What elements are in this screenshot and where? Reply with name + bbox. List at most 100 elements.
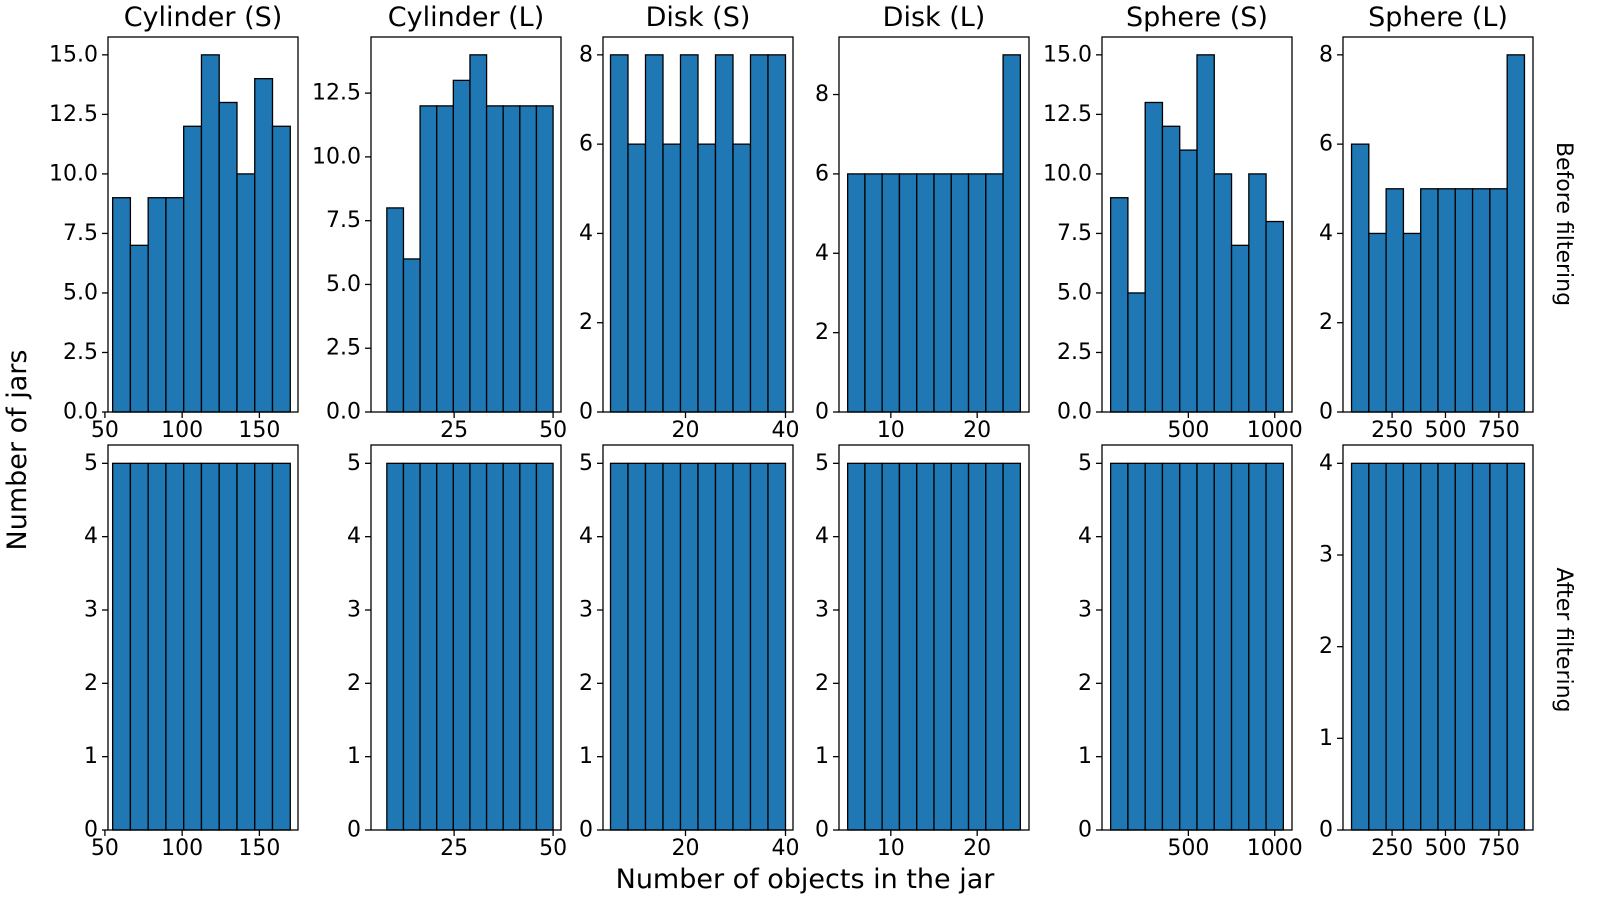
cylinder-l-before-filtering-panel: 0.0 2.5 5.0 7.5 10.0 12.5 25 50 Cylinder (L) xyxy=(312,2,567,443)
sphere-s-after-filtering-ytick-label-3: 3 xyxy=(1078,598,1092,623)
sphere-s-after-filtering-ytick-label-2: 2 xyxy=(1078,671,1092,696)
disk-s-after-filtering-bar-9 xyxy=(749,462,769,831)
cylinder-s-before-filtering-bar-10 xyxy=(271,125,291,413)
cylinder-s-before-filtering-panel: 0.0 2.5 5.0 7.5 10.0 12.5 15.0 50 100 150 Cylinder… xyxy=(49,2,299,443)
cylinder-s-before-filtering-ytick-label-1: 2.5 xyxy=(63,340,98,365)
sphere-s-before-filtering-ytick-label-3: 7.5 xyxy=(1057,221,1092,246)
cylinder-s-before-filtering-ytick-label-2: 5.0 xyxy=(63,280,98,305)
sphere-l-after-filtering-axes-frame xyxy=(1342,444,1534,831)
sphere-s-before-filtering-panel: 0.0 2.5 5.0 7.5 10.0 12.5 15.0 500 1000 Sphere (S… xyxy=(1043,2,1303,443)
disk-s-before-filtering-bar-1 xyxy=(609,54,629,413)
disk-s-before-filtering-ytick-label-4: 8 xyxy=(579,42,593,67)
cylinder-l-before-filtering-ytick-label-4: 10.0 xyxy=(312,144,361,169)
cylinder-l-after-filtering-bar-10 xyxy=(535,462,554,831)
cylinder-s-before-filtering-bar-3 xyxy=(147,197,167,413)
cylinder-l-after-filtering-ytick-label-5: 5 xyxy=(347,451,361,476)
disk-s-after-filtering-axes-frame xyxy=(602,444,794,831)
sphere-l-before-filtering-bar-9 xyxy=(1489,188,1508,413)
sphere-l-after-filtering-bar-8 xyxy=(1471,462,1491,831)
sphere-l-after-filtering-bar-1 xyxy=(1350,462,1370,831)
cylinder-s-after-filtering-bar-8 xyxy=(236,462,256,831)
sphere-l-before-filtering-xtick-label-0: 250 xyxy=(1371,418,1413,443)
disk-l-before-filtering-bar-5 xyxy=(916,173,935,413)
cylinder-s-after-filtering-xtick-label-2: 150 xyxy=(238,836,280,861)
sphere-s-after-filtering-bar-2 xyxy=(1127,462,1146,831)
cylinder-l-before-filtering-bar-9 xyxy=(519,105,538,413)
sphere-s-after-filtering-panel: 0 1 2 3 4 5 500 1000 xyxy=(1078,444,1303,861)
sphere-l-before-filtering-ytick-label-4: 8 xyxy=(1319,42,1333,67)
disk-l-before-filtering-bar-2 xyxy=(864,173,883,413)
disk-s-before-filtering-bar-6 xyxy=(697,143,717,413)
cylinder-l-after-filtering-bar-8 xyxy=(502,462,521,831)
disk-l-after-filtering-ytick-label-1: 1 xyxy=(815,744,829,769)
cylinder-s-before-filtering-bar-2 xyxy=(129,244,149,413)
sphere-l-after-filtering-ytick-label-1: 1 xyxy=(1319,726,1333,751)
sphere-s-before-filtering-bar-9 xyxy=(1248,173,1267,413)
sphere-s-after-filtering-bar-9 xyxy=(1248,462,1267,831)
disk-l-before-filtering-xtick-label-0: 10 xyxy=(877,418,905,443)
disk-l-after-filtering-ytick-label-2: 2 xyxy=(815,671,829,696)
disk-l-after-filtering-ytick-label-4: 4 xyxy=(815,524,829,549)
disk-l-before-filtering-bar-3 xyxy=(881,173,901,413)
disk-l-after-filtering-bar-3 xyxy=(881,462,901,831)
disk-s-after-filtering-ytick-label-2: 2 xyxy=(579,671,593,696)
disk-l-before-filtering-ytick-label-3: 6 xyxy=(815,161,829,186)
cylinder-s-after-filtering-bar-10 xyxy=(271,462,291,831)
sphere-l-before-filtering-xtick-label-2: 750 xyxy=(1478,418,1520,443)
sphere-s-before-filtering-ytick-label-4: 10.0 xyxy=(1043,161,1092,186)
cylinder-l-before-filtering-bar-7 xyxy=(485,105,504,413)
disk-l-after-filtering-panel: 0 1 2 3 4 5 10 20 xyxy=(815,444,1030,861)
disk-s-after-filtering-bar-8 xyxy=(732,462,752,831)
sphere-l-after-filtering-bar-7 xyxy=(1454,462,1474,831)
disk-l-after-filtering-bar-5 xyxy=(916,462,935,831)
disk-l-before-filtering-axes-frame xyxy=(838,36,1030,413)
disk-s-after-filtering-bar-2 xyxy=(627,462,647,831)
cylinder-s-before-filtering-bar-1 xyxy=(111,197,132,413)
disk-s-after-filtering-bar-10 xyxy=(767,462,787,831)
cylinder-l-after-filtering-panel: 0 1 2 3 4 5 25 50 xyxy=(347,444,567,861)
sphere-s-after-filtering-bar-5 xyxy=(1179,462,1198,831)
disk-l-after-filtering-ytick-label-5: 5 xyxy=(815,451,829,476)
sphere-s-after-filtering-xtick-label-1: 1000 xyxy=(1247,836,1303,861)
disk-l-after-filtering-ytick-label-3: 3 xyxy=(815,598,829,623)
cylinder-s-after-filtering-bar-2 xyxy=(129,462,149,831)
disk-s-after-filtering-xtick-label-1: 40 xyxy=(772,836,800,861)
cylinder-l-before-filtering-bar-3 xyxy=(419,105,438,413)
sphere-l-after-filtering-xtick-label-1: 500 xyxy=(1424,836,1466,861)
disk-l-after-filtering-xtick-label-0: 10 xyxy=(877,836,905,861)
sphere-l-before-filtering-title: Sphere (L) xyxy=(1368,2,1508,33)
sphere-l-before-filtering-bar-8 xyxy=(1471,188,1491,413)
cylinder-s-after-filtering-axes-frame xyxy=(107,444,299,831)
sphere-s-after-filtering-bar-1 xyxy=(1109,462,1129,831)
sphere-l-before-filtering-axes-frame xyxy=(1342,36,1534,413)
sphere-l-after-filtering-ytick-label-2: 2 xyxy=(1319,634,1333,659)
cylinder-l-before-filtering-title: Cylinder (L) xyxy=(388,2,545,33)
cylinder-s-before-filtering-xtick-label-2: 150 xyxy=(238,418,280,443)
sphere-l-after-filtering-ytick-label-3: 3 xyxy=(1319,543,1333,568)
cylinder-s-before-filtering-bar-5 xyxy=(183,125,203,413)
cylinder-l-before-filtering-bar-4 xyxy=(436,105,454,413)
cylinder-l-after-filtering-ytick-label-4: 4 xyxy=(347,524,361,549)
sphere-s-before-filtering-bar-2 xyxy=(1127,292,1146,413)
cylinder-l-after-filtering-bar-6 xyxy=(469,462,488,831)
disk-s-before-filtering-bar-5 xyxy=(679,54,699,413)
cylinder-s-before-filtering-bar-8 xyxy=(236,173,256,413)
sphere-l-after-filtering-bar-5 xyxy=(1420,462,1439,831)
cylinder-s-before-filtering-bar-7 xyxy=(218,101,238,413)
sphere-l-before-filtering-bar-6 xyxy=(1437,188,1456,413)
cylinder-s-before-filtering-bar-9 xyxy=(254,78,274,413)
sphere-l-after-filtering-ytick-label-4: 4 xyxy=(1319,451,1333,476)
cylinder-l-after-filtering-ytick-label-0: 0 xyxy=(347,818,361,843)
disk-s-before-filtering-xtick-label-0: 20 xyxy=(672,418,700,443)
disk-s-after-filtering-ytick-label-4: 4 xyxy=(579,524,593,549)
disk-s-after-filtering-xtick-label-0: 20 xyxy=(672,836,700,861)
cylinder-l-after-filtering-bar-4 xyxy=(436,462,454,831)
cylinder-s-after-filtering-bar-7 xyxy=(218,462,238,831)
cylinder-l-before-filtering-ytick-label-5: 12.5 xyxy=(312,81,361,106)
disk-l-after-filtering-axes-frame xyxy=(838,444,1030,831)
disk-l-after-filtering-bar-1 xyxy=(846,462,866,831)
disk-l-after-filtering-xtick-label-1: 20 xyxy=(963,836,991,861)
sphere-l-before-filtering-panel: 0 2 4 6 8 250 500 750 Sphere (L) xyxy=(1319,2,1534,443)
disk-l-after-filtering-bar-10 xyxy=(1002,462,1022,831)
sphere-l-before-filtering-ytick-label-2: 4 xyxy=(1319,221,1333,246)
